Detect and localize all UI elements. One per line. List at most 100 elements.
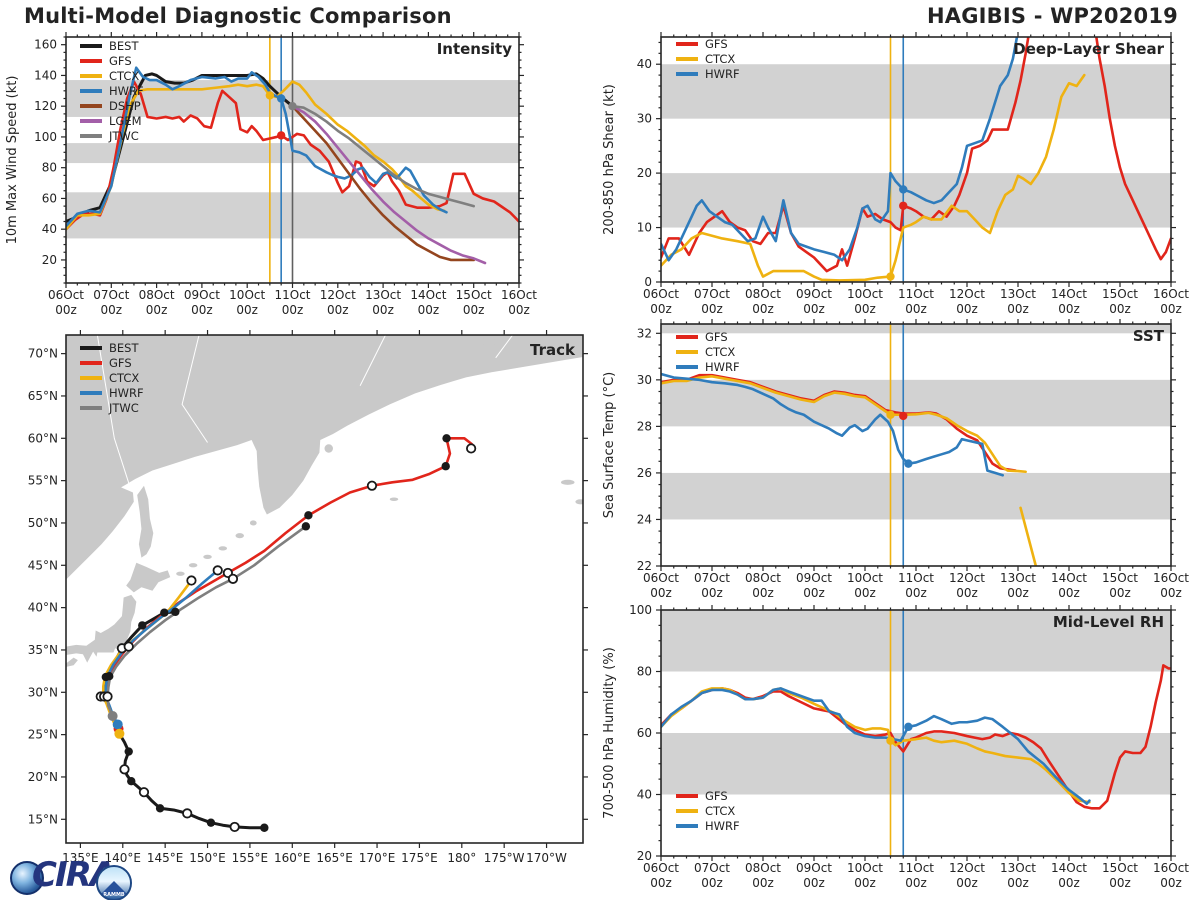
- island: [203, 554, 212, 559]
- lat-tick-label: 45°N: [28, 558, 58, 572]
- panel-title-shear: Deep-Layer Shear: [1013, 40, 1164, 58]
- x-tick-hour: 00z: [650, 876, 672, 890]
- track-marker-filled: [442, 434, 451, 443]
- init-dot-hwrf: [904, 722, 913, 732]
- lon-tick-label: 170°E: [359, 851, 396, 865]
- x-tick-day: 10Oct: [229, 288, 265, 302]
- tick-label: 100: [629, 603, 652, 617]
- lon-tick-label: 170°W: [526, 851, 567, 865]
- category-band: [661, 173, 1171, 228]
- tick-label: 60: [637, 726, 652, 740]
- legend-label-GFS: GFS: [109, 54, 132, 68]
- x-tick-hour: 00z: [146, 303, 168, 317]
- x-tick-day: 10Oct: [847, 571, 883, 585]
- tick-label: 20: [42, 253, 57, 267]
- track-marker-filled: [105, 672, 114, 681]
- track-marker-filled: [160, 608, 169, 617]
- x-tick-day: 09Oct: [796, 861, 832, 875]
- lat-tick-label: 15°N: [28, 812, 58, 826]
- lat-tick-label: 35°N: [28, 643, 58, 657]
- lon-tick-label: 145°E: [147, 851, 184, 865]
- lat-tick-label: 20°N: [28, 770, 58, 784]
- panel-intensity: 2040608010012014016006Oct00z07Oct00z08Oc…: [5, 32, 537, 317]
- track-JTWC: [106, 525, 307, 717]
- island: [235, 533, 244, 539]
- x-tick-day: 15Oct: [1102, 571, 1138, 585]
- x-tick-hour: 00z: [701, 302, 723, 316]
- x-tick-day: 16Oct: [501, 288, 537, 302]
- series-LGEM-intensity: [291, 104, 487, 265]
- tick-label: 40: [637, 57, 652, 71]
- cira-logo: CIRA RAMMB: [4, 853, 144, 900]
- island: [249, 520, 257, 526]
- x-tick-hour: 00z: [1109, 302, 1131, 316]
- track-marker-filled: [171, 607, 180, 617]
- series-CTCX-intensity: [66, 80, 446, 231]
- x-tick-hour: 00z: [1109, 876, 1131, 890]
- lon-tick-label: 175°W: [484, 851, 525, 865]
- track-marker-filled: [260, 823, 269, 832]
- x-tick-hour: 00z: [905, 586, 927, 600]
- lon-tick-label: 165°E: [316, 851, 353, 865]
- x-tick-day: 09Oct: [184, 288, 220, 302]
- series-HWRF-sst: [661, 372, 1005, 477]
- series-DSHP-intensity: [291, 104, 476, 262]
- track-marker-filled: [304, 511, 313, 520]
- init-dot-jtwc: [288, 101, 297, 111]
- page-title: Multi-Model Diagnostic Comparison: [24, 4, 452, 28]
- lon-tick-label: 135°E: [62, 851, 99, 865]
- tick-label: 0: [644, 275, 652, 289]
- x-tick-day: 11Oct: [898, 861, 934, 875]
- legend-label-GFS: GFS: [705, 330, 728, 344]
- tick-label: 28: [637, 419, 652, 433]
- tick-label: 60: [42, 191, 57, 205]
- track-marker-open: [119, 764, 130, 775]
- legend-label-GFS: GFS: [109, 356, 132, 370]
- series-BEST-intensity: [66, 72, 294, 223]
- lat-tick-label: 50°N: [28, 516, 58, 530]
- x-tick-day: 12Oct: [320, 288, 356, 302]
- x-tick-hour: 00z: [1058, 586, 1080, 600]
- x-tick-day: 14Oct: [1051, 287, 1087, 301]
- init-dot-hwrf: [899, 185, 908, 194]
- x-tick-hour: 00z: [650, 586, 672, 600]
- x-tick-hour: 00z: [1058, 876, 1080, 890]
- lat-tick-label: 40°N: [28, 601, 58, 615]
- x-tick-day: 12Oct: [949, 287, 985, 301]
- tick-label: 24: [637, 512, 652, 526]
- track-marker-filled: [138, 621, 147, 630]
- x-tick-day: 08Oct: [745, 571, 781, 585]
- river-line: [181, 335, 208, 443]
- track-marker-open: [182, 808, 193, 819]
- tick-label: 26: [637, 466, 652, 480]
- lat-tick-label: 70°N: [28, 347, 58, 361]
- x-tick-day: 14Oct: [410, 288, 446, 302]
- tick-label: 10: [637, 221, 652, 235]
- x-tick-hour: 00z: [701, 876, 723, 890]
- legend-label-BEST: BEST: [109, 341, 139, 355]
- landmass: [66, 657, 78, 667]
- track-marker-filled: [206, 818, 216, 827]
- x-tick-day: 12Oct: [949, 571, 985, 585]
- rammb-badge-text: RAMMB: [103, 892, 125, 898]
- x-tick-day: 12Oct: [949, 861, 985, 875]
- track-marker-open: [186, 575, 197, 586]
- legend-label-CTCX: CTCX: [109, 371, 139, 385]
- river-line: [96, 335, 132, 491]
- lon-tick-label: 175°E: [401, 851, 438, 865]
- x-tick-hour: 00z: [236, 303, 258, 317]
- plot-border: [660, 323, 1172, 567]
- x-tick-day: 16Oct: [1153, 861, 1189, 875]
- init-dot-ctcx: [886, 272, 895, 281]
- category-band: [661, 733, 1171, 795]
- island: [218, 546, 228, 551]
- series-CTCX-sst: [1019, 506, 1038, 566]
- init-dot-hwrf: [276, 94, 286, 103]
- tick-label: 40: [42, 222, 57, 236]
- x-tick-day: 06Oct: [643, 287, 679, 301]
- series-JTWC-intensity: [291, 104, 476, 208]
- island: [560, 479, 575, 485]
- island: [575, 499, 583, 505]
- x-tick-day: 13Oct: [365, 288, 401, 302]
